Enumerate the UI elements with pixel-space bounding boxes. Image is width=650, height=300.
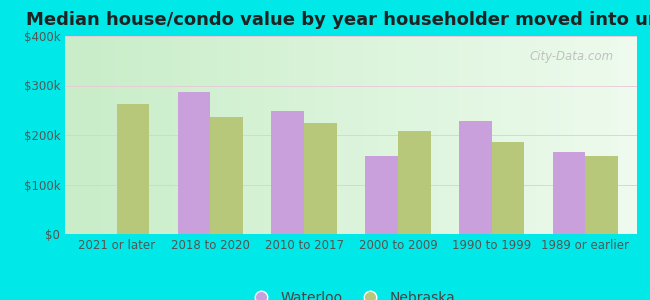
Bar [459,121,491,234]
Legend: Waterloo, Nebraska: Waterloo, Nebraska [241,285,461,300]
Bar [491,142,525,234]
Bar [552,152,586,234]
Bar [116,104,150,234]
Title: Median house/condo value by year householder moved into unit: Median house/condo value by year househo… [26,11,650,29]
Bar [177,92,211,234]
Bar [271,111,304,234]
Text: City-Data.com: City-Data.com [530,50,614,63]
Bar [398,131,431,234]
Bar [365,156,398,234]
Bar [211,117,243,234]
Bar [586,156,618,234]
Bar [304,123,337,234]
